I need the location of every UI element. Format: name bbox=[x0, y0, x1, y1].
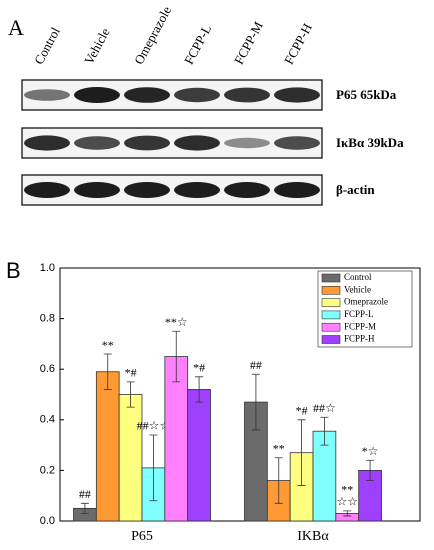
lane-label: Omeprazole bbox=[131, 3, 174, 66]
blot-band bbox=[24, 89, 70, 101]
blot-strip bbox=[21, 79, 323, 111]
lane-label: Vehicle bbox=[81, 25, 113, 67]
error-bar bbox=[126, 381, 135, 408]
legend-label: Omeprazole bbox=[344, 297, 388, 307]
blot-band bbox=[224, 137, 270, 149]
y-tick-label: 1.0 bbox=[40, 262, 55, 274]
lane-label: FCPP-M bbox=[231, 19, 266, 67]
error-bar bbox=[343, 510, 352, 517]
blot-band bbox=[174, 135, 220, 151]
error-bar bbox=[103, 353, 112, 390]
bar bbox=[95, 371, 120, 522]
significance-label: ## bbox=[250, 358, 262, 372]
significance-label: ** bbox=[102, 338, 114, 352]
blot-strip bbox=[21, 127, 323, 159]
blot-band bbox=[24, 135, 70, 151]
blot-band bbox=[174, 87, 220, 103]
lane-label: FCPP-H bbox=[281, 21, 315, 67]
significance-label: ** bbox=[273, 442, 285, 456]
y-tick-label: 0.8 bbox=[40, 313, 55, 325]
blot-label: P65 65kDa bbox=[336, 87, 397, 102]
blot-band bbox=[274, 182, 320, 198]
legend-swatch bbox=[321, 285, 341, 295]
legend-swatch bbox=[321, 335, 341, 344]
blot-label: β-actin bbox=[336, 182, 375, 197]
significance-label: ##☆☆ bbox=[137, 419, 171, 433]
bar bbox=[118, 394, 143, 522]
lane-label: FCPP-L bbox=[181, 22, 214, 67]
legend-label: Vehicle bbox=[344, 284, 371, 294]
panel-label: A bbox=[8, 15, 24, 40]
significance-label: ** bbox=[341, 483, 353, 497]
y-tick-label: 0.6 bbox=[40, 363, 55, 375]
y-tick-label: 0.4 bbox=[40, 414, 55, 426]
legend-box bbox=[317, 270, 413, 348]
blot-band bbox=[74, 182, 120, 198]
blot-band bbox=[124, 182, 170, 198]
legend-label: Control bbox=[344, 272, 372, 282]
significance-label: *# bbox=[296, 404, 308, 418]
blot-band bbox=[74, 136, 120, 150]
error-bar bbox=[195, 376, 204, 403]
significance-label: ## bbox=[79, 487, 91, 501]
plot-frame bbox=[59, 267, 421, 522]
significance-label: ☆☆ bbox=[336, 495, 358, 509]
blot-label: IκBα 39kDa bbox=[336, 135, 404, 150]
significance-label: ##☆ bbox=[313, 401, 336, 415]
legend-swatch bbox=[321, 322, 341, 332]
error-bar bbox=[251, 373, 260, 431]
legend-label: FCPP-M bbox=[344, 321, 376, 331]
x-tick-label: P65 bbox=[131, 529, 153, 544]
error-bar bbox=[320, 416, 329, 446]
blot-band bbox=[274, 136, 320, 150]
error-bar bbox=[274, 457, 283, 504]
legend-swatch bbox=[321, 298, 341, 307]
blot-band bbox=[124, 135, 170, 151]
y-tick-label: 0.2 bbox=[40, 464, 55, 476]
blot-band bbox=[274, 87, 320, 103]
lane-label: Control bbox=[31, 24, 63, 66]
blot-band bbox=[74, 87, 120, 103]
significance-label: *# bbox=[193, 361, 205, 375]
significance-label: *☆ bbox=[362, 444, 379, 458]
significance-label: **☆ bbox=[165, 315, 188, 329]
blot-band bbox=[174, 182, 220, 198]
legend-swatch bbox=[321, 310, 341, 320]
legend-swatch bbox=[321, 273, 341, 283]
blot-band bbox=[24, 182, 70, 198]
error-bar bbox=[366, 459, 375, 481]
legend-label: FCPP-H bbox=[344, 334, 375, 344]
legend-label: FCPP-L bbox=[344, 309, 374, 319]
error-bar bbox=[172, 330, 181, 383]
error-bar bbox=[80, 502, 89, 514]
x-tick-label: IKBα bbox=[297, 529, 329, 544]
error-bar bbox=[297, 419, 306, 486]
error-bar bbox=[149, 434, 158, 502]
blot-band bbox=[224, 182, 270, 198]
bar bbox=[187, 389, 211, 522]
blot-strip bbox=[21, 174, 323, 206]
significance-label: *# bbox=[125, 366, 137, 380]
y-tick-label: 0.0 bbox=[40, 515, 55, 527]
blot-band bbox=[124, 87, 170, 103]
blot-band bbox=[224, 87, 270, 103]
panel-label: B bbox=[6, 258, 21, 283]
